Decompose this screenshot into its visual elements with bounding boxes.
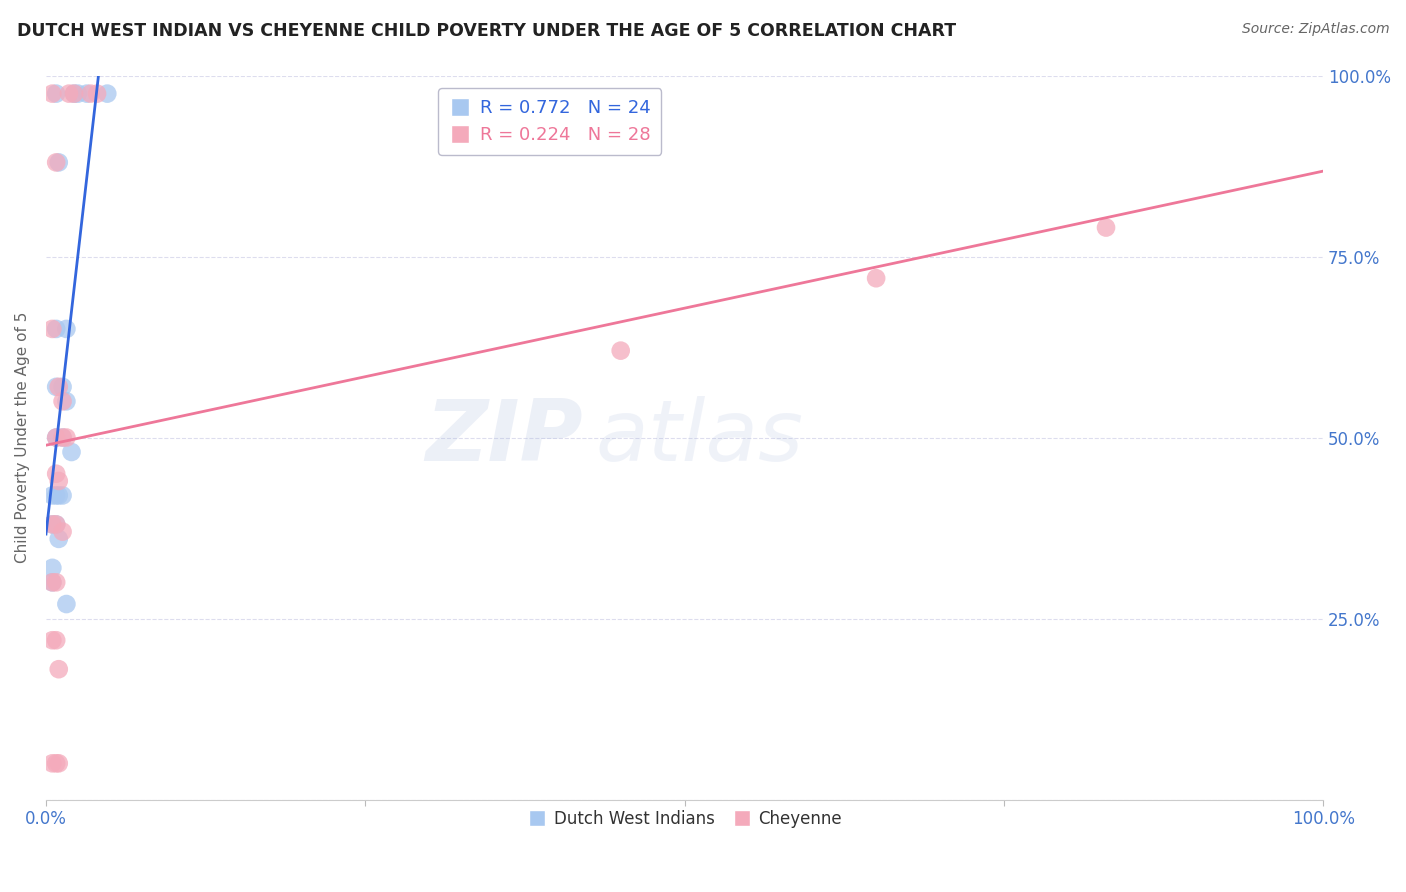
Point (55, 322, 77, 336)
Point (45, 430, 67, 444)
Point (45, 380, 67, 394)
Text: DUTCH WEST INDIAN VS CHEYENNE CHILD POVERTY UNDER THE AGE OF 5 CORRELATION CHART: DUTCH WEST INDIAN VS CHEYENNE CHILD POVE… (17, 22, 956, 40)
Point (41, 575, 63, 590)
Point (865, 271, 887, 285)
Point (45, 430, 67, 444)
Point (55, 394, 77, 409)
Point (48, 380, 70, 394)
Point (48, 488, 70, 502)
Point (48, 662, 70, 676)
Point (45, 155, 67, 169)
Point (48, 756, 70, 771)
Point (41, 322, 63, 336)
Point (45, 87, 67, 101)
Point (609, 343, 631, 358)
Point (96, 87, 118, 101)
Point (41, 517, 63, 532)
Point (60, 445, 83, 459)
Point (48, 474, 70, 488)
Point (45, 517, 67, 532)
Point (45, 322, 67, 336)
Point (52, 430, 75, 444)
Point (45, 488, 67, 502)
Point (63, 87, 86, 101)
Point (41, 488, 63, 502)
Legend: Dutch West Indians, Cheyenne: Dutch West Indians, Cheyenne (520, 804, 848, 835)
Point (55, 430, 77, 444)
Point (41, 575, 63, 590)
Point (41, 561, 63, 575)
Point (55, 597, 77, 611)
Point (45, 756, 67, 771)
Point (52, 394, 75, 409)
Point (86, 87, 108, 101)
Point (48, 532, 70, 546)
Point (41, 633, 63, 648)
Point (79, 87, 101, 101)
Point (41, 517, 63, 532)
Point (41, 87, 63, 101)
Point (63, 87, 86, 101)
Point (45, 467, 67, 481)
Text: atlas: atlas (595, 396, 803, 479)
Point (58, 87, 80, 101)
Point (52, 524, 75, 539)
Point (41, 756, 63, 771)
Point (52, 488, 75, 502)
Point (48, 155, 70, 169)
Point (52, 430, 75, 444)
Text: ZIP: ZIP (425, 396, 582, 479)
Point (1095, 220, 1118, 235)
Y-axis label: Child Poverty Under the Age of 5: Child Poverty Under the Age of 5 (15, 312, 30, 563)
Point (45, 633, 67, 648)
Point (52, 380, 75, 394)
Text: Source: ZipAtlas.com: Source: ZipAtlas.com (1241, 22, 1389, 37)
Point (45, 575, 67, 590)
Point (45, 517, 67, 532)
Point (76, 87, 98, 101)
Point (66, 87, 89, 101)
